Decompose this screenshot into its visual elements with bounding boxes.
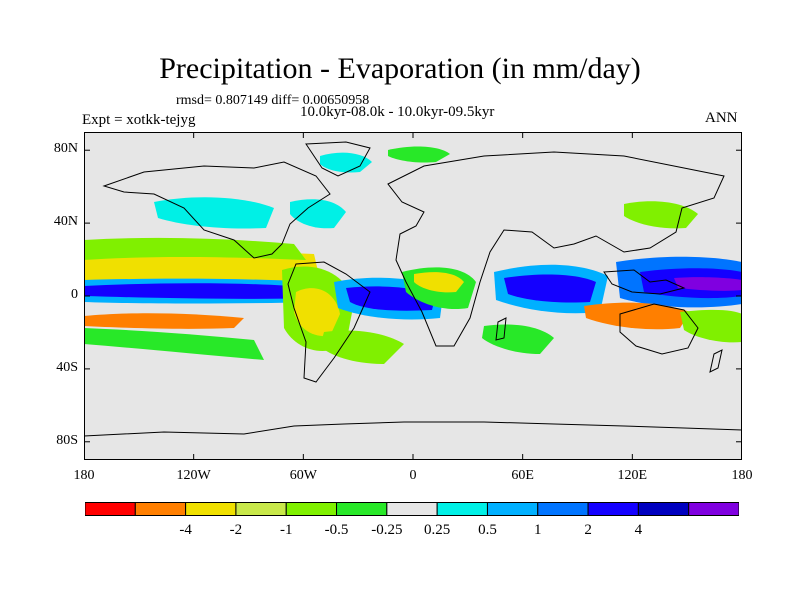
colorbar-label: 0.25: [424, 522, 451, 538]
field-pacific-dry-band: [84, 252, 320, 283]
plot-title: Precipitation - Evaporation (in mm/day): [159, 52, 641, 85]
colorbar: [85, 502, 739, 516]
lon-tick-label: 180: [73, 468, 95, 483]
field-layer: [84, 146, 742, 364]
lon-tick-label: 60E: [511, 468, 534, 483]
colorbar-label: -2: [229, 522, 243, 538]
field-pacific-south-green: [84, 328, 264, 360]
colorbar-label: -0.5: [324, 522, 349, 538]
lat-tick-label: 0: [71, 287, 78, 302]
coast-australia: [619, 303, 699, 355]
colorbar-label: 2: [584, 522, 592, 538]
colorbar-swatch: [85, 502, 136, 516]
colorbar-label: 0.5: [478, 522, 497, 538]
field-indian-core: [504, 274, 596, 303]
coast-antarctica: [84, 421, 742, 437]
map-panel: [84, 132, 742, 460]
colorbar-label: -4: [179, 522, 192, 538]
colorbar-swatch: [336, 502, 388, 516]
coast-north-america: [102, 161, 331, 259]
field-pacific-core: [84, 283, 318, 299]
lat-tick-label: 40N: [53, 214, 78, 230]
lat-tick-label: 40S: [56, 359, 78, 375]
lat-tick-label: 80S: [56, 432, 78, 448]
field-north-atlantic-cyan: [290, 199, 346, 229]
field-arctic-green: [388, 146, 450, 163]
period-label: 10.0kyr-08.0k - 10.0kyr-09.5kyr: [300, 104, 495, 120]
field-australia-orange: [584, 302, 690, 330]
lon-tick-label: 120W: [176, 468, 211, 483]
coast-greenland: [305, 141, 371, 177]
colorbar-swatch: [436, 502, 488, 516]
field-arctic-cyan: [320, 152, 372, 173]
field-south-pacific-green: [680, 309, 742, 343]
colorbar-swatch: [185, 502, 237, 516]
colorbar-swatch: [486, 502, 539, 516]
coast-eurasia-africa: [387, 151, 725, 347]
colorbar-label: -1: [279, 522, 293, 538]
experiment-label: Expt = xotkk-tejyg: [82, 112, 196, 128]
coast-new-zealand: [709, 349, 723, 373]
colorbar-swatch: [134, 502, 187, 516]
colorbar-swatch: [285, 502, 338, 516]
field-north-pacific-cyan: [154, 197, 274, 229]
stats-line: rmsd= 0.807149 diff= 0.00650958: [176, 93, 370, 108]
coast-madagascar: [495, 317, 507, 341]
colorbar-swatch: [386, 502, 438, 516]
coast-maritime-islands: [603, 269, 686, 295]
field-africa-yellow: [414, 272, 464, 293]
colorbar-label: -0.25: [371, 522, 403, 538]
lon-tick-label: 0: [409, 468, 417, 483]
lon-tick-label: 120E: [617, 468, 648, 483]
field-pacific-south-orange: [84, 313, 244, 329]
colorbar-swatch: [537, 502, 589, 516]
colorbar-swatch: [688, 502, 739, 516]
colorbar-swatch: [637, 502, 690, 516]
coastlines: [84, 141, 742, 437]
field-china-green: [624, 201, 698, 229]
field-south-atlantic-green: [320, 330, 404, 364]
colorbar-swatch: [235, 502, 287, 516]
coast-south-america: [287, 261, 371, 383]
colorbar-swatch: [587, 502, 639, 516]
colorbar-label: 4: [634, 522, 643, 538]
tick-marks: [84, 132, 742, 460]
field-wpacific-purple: [674, 277, 742, 291]
lon-tick-label: 60W: [289, 468, 317, 483]
field-south-america-yellow: [294, 288, 340, 337]
lat-tick-label: 80N: [53, 141, 78, 157]
colorbar-label: 1: [534, 522, 542, 538]
field-indian-south-green: [482, 324, 554, 354]
lon-tick-label: 180: [731, 468, 753, 483]
season-label: ANN: [705, 110, 738, 126]
